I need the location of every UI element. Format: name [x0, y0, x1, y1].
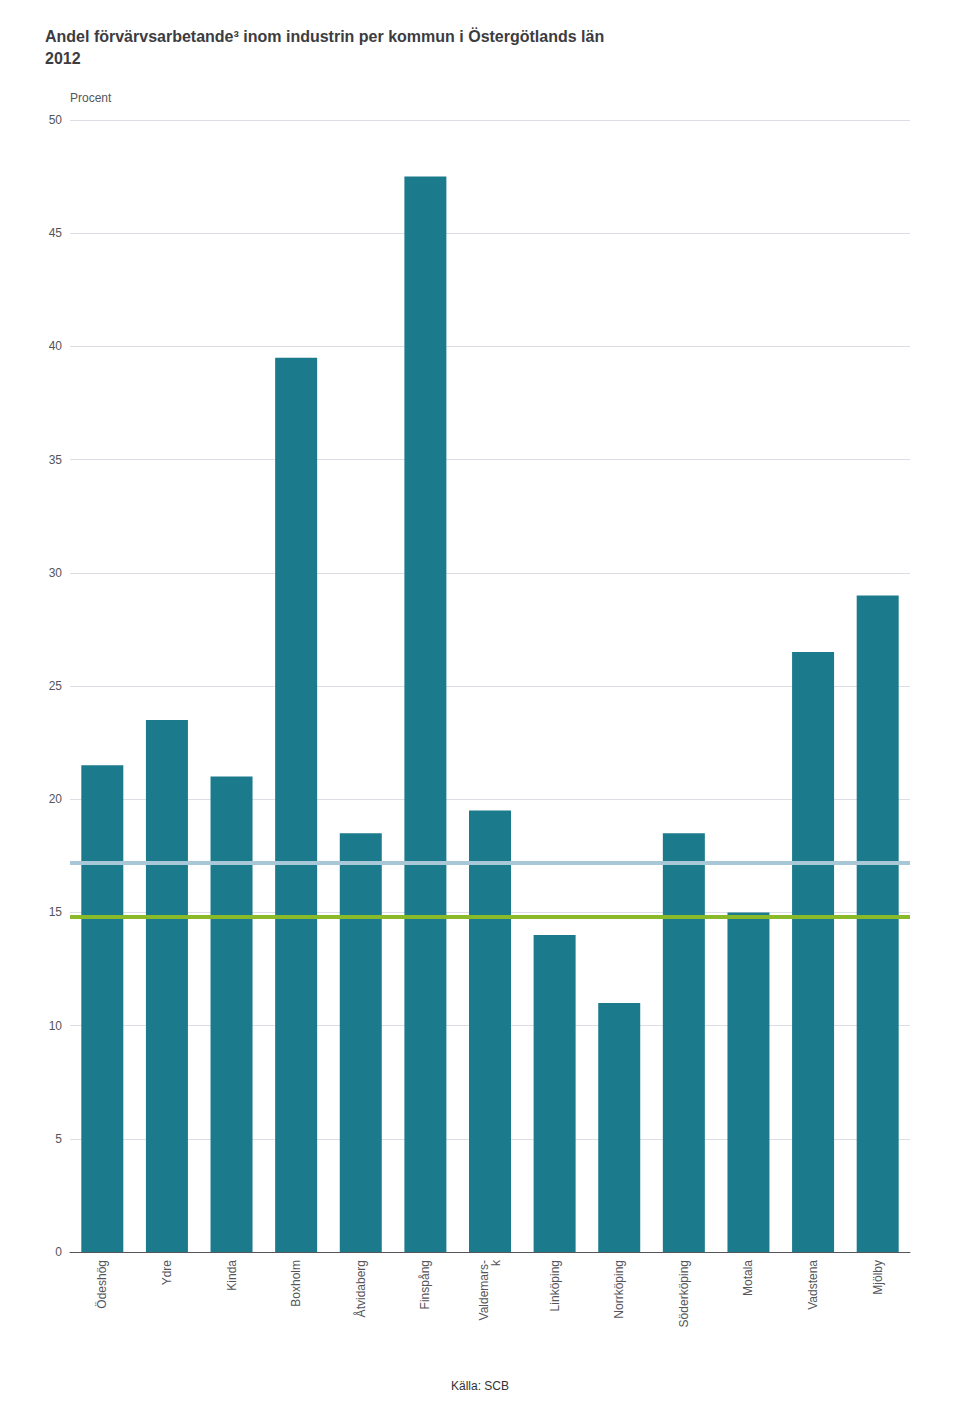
svg-text:15: 15	[49, 905, 63, 919]
svg-text:45: 45	[49, 226, 63, 240]
svg-text:Ödeshög: Ödeshög	[95, 1260, 109, 1309]
svg-text:Motala: Motala	[741, 1260, 755, 1296]
svg-text:Ydre: Ydre	[160, 1260, 174, 1286]
svg-text:Källa: SCB: Källa: SCB	[451, 1379, 509, 1393]
svg-text:Valdemars-: Valdemars-	[477, 1260, 491, 1320]
svg-text:Boxholm: Boxholm	[289, 1260, 303, 1307]
svg-text:2012: 2012	[45, 50, 81, 67]
svg-text:20: 20	[49, 792, 63, 806]
svg-text:Andel förvärvsarbetande³ inom: Andel förvärvsarbetande³ inom industrin …	[45, 27, 604, 45]
svg-text:Linköping: Linköping	[548, 1260, 562, 1311]
svg-text:Procent: Procent	[70, 91, 112, 105]
svg-text:Åtvidaberg: Åtvidaberg	[353, 1260, 368, 1317]
svg-text:25: 25	[49, 679, 63, 693]
svg-text:30: 30	[49, 566, 63, 580]
svg-text:Mjölby: Mjölby	[871, 1260, 885, 1295]
svg-text:0: 0	[55, 1245, 62, 1259]
svg-text:5: 5	[55, 1132, 62, 1146]
svg-text:40: 40	[49, 339, 63, 353]
svg-text:Norrköping: Norrköping	[612, 1260, 626, 1319]
svg-text:Finspång: Finspång	[418, 1260, 432, 1309]
svg-text:35: 35	[49, 453, 63, 467]
svg-text:10: 10	[49, 1019, 63, 1033]
svg-text:Vadstena: Vadstena	[806, 1260, 820, 1310]
svg-text:k: k	[489, 1259, 503, 1266]
svg-text:Kinda: Kinda	[225, 1260, 239, 1291]
svg-text:Söderköping: Söderköping	[677, 1260, 691, 1327]
svg-text:50: 50	[49, 113, 63, 127]
